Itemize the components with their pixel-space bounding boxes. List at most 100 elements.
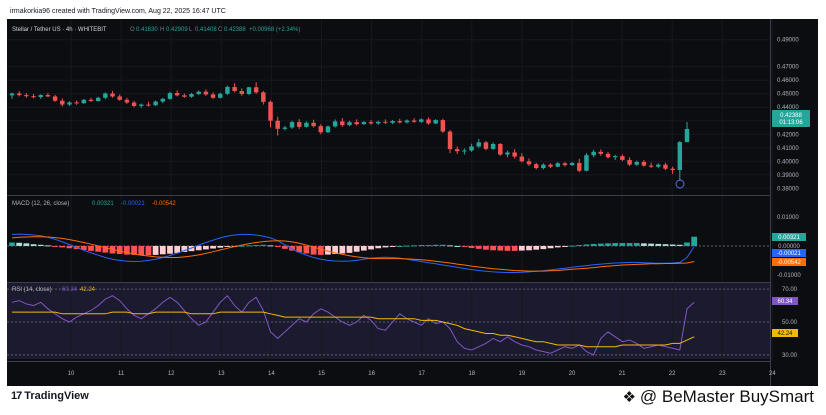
macd-histogram-bar bbox=[131, 245, 137, 255]
candle-body bbox=[325, 126, 331, 133]
candle-body bbox=[498, 143, 503, 155]
ohlc-low: 0.41408 bbox=[195, 27, 217, 33]
macd-histogram-bar bbox=[246, 245, 252, 247]
time-tick-label: 17 bbox=[418, 371, 425, 377]
chart-canvas[interactable]: 0.490000.470000.460000.450000.440000.430… bbox=[7, 19, 818, 386]
macd-histogram-bar bbox=[504, 245, 511, 251]
candle-body bbox=[304, 122, 309, 127]
candle-body bbox=[390, 121, 395, 123]
macd-histogram-bar bbox=[339, 245, 346, 254]
candle-body bbox=[620, 156, 625, 160]
macd-histogram-bar bbox=[691, 236, 698, 246]
rsi-badge: 60.34 bbox=[777, 299, 793, 305]
macd-histogram-bar bbox=[368, 245, 374, 250]
macd-histogram-bar bbox=[648, 243, 654, 246]
macd-histogram-bar bbox=[684, 242, 690, 246]
candle-body bbox=[411, 120, 417, 122]
rsi-tick-label: 70.00 bbox=[782, 287, 798, 293]
candle-body bbox=[74, 102, 79, 104]
price-tick-label: 0.40000 bbox=[777, 159, 799, 165]
macd-histogram-bar bbox=[30, 244, 37, 246]
candle-body bbox=[454, 149, 460, 152]
candle-body bbox=[153, 101, 158, 106]
candle-body bbox=[67, 102, 72, 105]
macd-histogram-bar bbox=[483, 245, 489, 250]
candle-body bbox=[656, 164, 661, 167]
rsi-ma-value: 42.24 bbox=[80, 287, 96, 293]
candle-body bbox=[469, 146, 474, 151]
candle-body bbox=[670, 168, 675, 171]
macd-histogram-bar bbox=[9, 242, 15, 246]
candle-body bbox=[210, 94, 216, 98]
candle-body bbox=[88, 99, 94, 102]
macd-hist-value: 0.00321 bbox=[92, 201, 114, 207]
rsi-ma-line bbox=[12, 311, 695, 348]
macd-histogram-bar bbox=[461, 245, 468, 247]
event-marker-icon[interactable] bbox=[675, 179, 685, 189]
macd-histogram-bar bbox=[562, 245, 568, 247]
candle-body bbox=[555, 163, 560, 167]
candle-body bbox=[519, 156, 525, 162]
candle-body bbox=[282, 127, 288, 129]
time-tick-label: 14 bbox=[268, 371, 275, 377]
macd-histogram-bar bbox=[382, 245, 389, 248]
macd-histogram-bar bbox=[102, 245, 109, 253]
macd-histogram-bar bbox=[52, 245, 58, 247]
macd-histogram-bar bbox=[145, 245, 152, 256]
candle-body bbox=[60, 100, 65, 105]
price-tick-label: 0.46000 bbox=[777, 78, 799, 84]
rsi-band-area bbox=[7, 283, 770, 359]
candle-body bbox=[103, 93, 108, 98]
macd-histogram-bar bbox=[447, 245, 453, 247]
candle-body bbox=[419, 119, 424, 122]
price-tick-label: 0.44000 bbox=[777, 105, 799, 111]
candle-body bbox=[95, 97, 101, 102]
candle-body bbox=[110, 93, 115, 97]
candle-body bbox=[634, 161, 639, 165]
countdown-timer: 01:13:06 bbox=[779, 120, 803, 126]
candle-body bbox=[246, 87, 252, 95]
time-tick-label: 23 bbox=[719, 371, 726, 377]
price-tick-label: 0.42000 bbox=[777, 132, 799, 138]
candle-body bbox=[52, 96, 58, 101]
candle-body bbox=[81, 99, 87, 104]
candle-body bbox=[38, 95, 43, 97]
ohlc-l-label: L bbox=[189, 27, 193, 33]
candle-body bbox=[526, 161, 532, 165]
macd-histogram-bar bbox=[425, 245, 432, 247]
price-tick-label: 0.39000 bbox=[777, 173, 799, 179]
macd-histogram-bar bbox=[597, 243, 604, 246]
candle-body bbox=[117, 96, 122, 100]
candle-body bbox=[490, 143, 496, 149]
macd-hist-badge: 0.00321 bbox=[778, 235, 800, 241]
macd-histogram-bar bbox=[360, 245, 367, 251]
candle-body bbox=[45, 95, 51, 97]
ohlc-o-label: O bbox=[130, 27, 135, 33]
macd-histogram-bar bbox=[404, 245, 410, 247]
candle-body bbox=[182, 95, 187, 97]
candle-body bbox=[131, 102, 137, 106]
rsi-line bbox=[11, 294, 695, 356]
rsi-ma-badge-bg bbox=[772, 329, 798, 337]
brand-bar: 17 TradingView ❖ @ BeMaster BuySmart bbox=[7, 386, 818, 408]
candle-body bbox=[167, 93, 173, 99]
candle-body bbox=[318, 126, 324, 133]
candle-body bbox=[483, 142, 489, 149]
candle-body bbox=[361, 122, 367, 125]
macd-histogram-bar bbox=[332, 245, 339, 255]
candle-body bbox=[289, 122, 295, 128]
macd-histogram-bar bbox=[16, 242, 23, 246]
macd-histogram-bar bbox=[217, 245, 224, 248]
candle-body bbox=[569, 162, 575, 166]
macd-histogram-bar bbox=[511, 245, 518, 251]
macd-histogram-bar bbox=[45, 245, 51, 247]
tradingview-logo-icon: 17 bbox=[11, 390, 22, 402]
tradingview-logo[interactable]: 17 TradingView bbox=[11, 390, 89, 402]
macd-histogram-bar bbox=[662, 244, 669, 246]
ohlc-close: 0.42388 bbox=[224, 27, 246, 33]
rsi-axis: 70.00 50.00 30.00 bbox=[782, 287, 798, 359]
macd-histogram-bar bbox=[116, 245, 123, 255]
macd-histogram-bar bbox=[439, 244, 446, 246]
candle-body bbox=[426, 119, 431, 124]
ohlc-change: +0.00968 (+2.34%) bbox=[249, 27, 300, 33]
